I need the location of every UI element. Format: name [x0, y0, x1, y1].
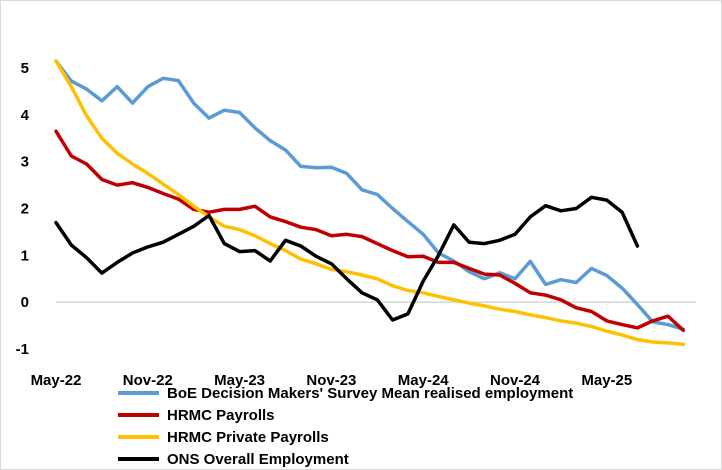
x-tick-label: Nov-24	[490, 372, 541, 389]
x-axis-tick-labels: May-22 Nov-22 May-23 Nov-23 May-24 Nov-24 May-…	[31, 372, 633, 389]
y-tick-label: -1	[16, 341, 29, 358]
x-tick-label: May-25	[581, 372, 632, 389]
series-line-1	[54, 59, 686, 332]
series-line-2	[54, 129, 686, 333]
x-tick-label: May-24	[398, 372, 450, 389]
y-tick-label: 5	[21, 60, 29, 77]
series-line-3	[54, 59, 686, 347]
legend-label: HRMC Payrolls	[167, 407, 275, 424]
x-tick-label: May-23	[214, 372, 265, 389]
y-axis-tick-labels: 5 4 3 2 1 0 -1	[16, 60, 30, 358]
y-tick-label: 1	[21, 247, 29, 264]
x-tick-label: Nov-23	[306, 372, 356, 389]
series-line-4	[54, 195, 640, 322]
x-tick-label: May-22	[31, 372, 82, 389]
legend: BoE Decision Makers' Survey Mean realise…	[118, 385, 573, 468]
x-tick-label: Nov-22	[123, 372, 173, 389]
y-tick-label: 3	[21, 154, 29, 171]
series-lines	[54, 59, 686, 347]
y-tick-label: 0	[21, 294, 29, 311]
legend-label: BoE Decision Makers' Survey Mean realise…	[167, 385, 573, 402]
y-tick-label: 4	[21, 107, 30, 124]
legend-label: HRMC Private Payrolls	[167, 429, 329, 446]
legend-label: ONS Overall Employment	[167, 451, 349, 468]
y-tick-label: 2	[21, 201, 29, 218]
